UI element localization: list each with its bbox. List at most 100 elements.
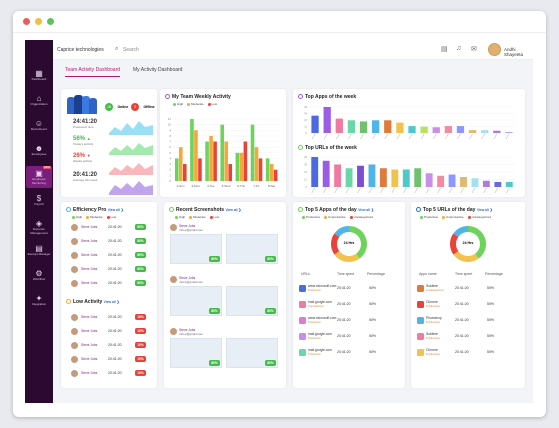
- table-row[interactable]: mail.google.com Unproductive 20:41:20 50%: [299, 300, 399, 312]
- sidebar-item-payroll[interactable]: $ Payroll: [26, 191, 52, 213]
- x-tick-label: [391, 187, 396, 194]
- screenshot-thumbnail[interactable]: 80%: [226, 338, 278, 368]
- calendar-icon[interactable]: ▤: [441, 46, 448, 53]
- bar: [456, 126, 465, 133]
- screenshot-thumbnail[interactable]: 80%: [170, 286, 222, 316]
- x-tick-label: [311, 187, 315, 194]
- table-row[interactable]: Chrome Productivity 20:41:20 50%: [417, 348, 517, 360]
- sidebar-item-dashboard[interactable]: ▦ Dashboard: [26, 66, 52, 88]
- screenshot-thumbnail[interactable]: 80%: [170, 234, 222, 264]
- time-value: 20:41:20: [108, 371, 122, 375]
- x-tick-label: [469, 133, 473, 140]
- bar-low: [243, 141, 248, 181]
- weekly-title: My Team Weekly Activity: [172, 94, 231, 100]
- tab-team-activity[interactable]: Team Activity Dashboard: [65, 67, 121, 77]
- donut-slice: [334, 250, 360, 262]
- bar-low: [213, 141, 217, 181]
- avatar[interactable]: [488, 43, 501, 56]
- table-row[interactable]: Sublime Uncategorized 20:41:20 50%: [417, 284, 517, 296]
- table-row[interactable]: www.microsoft.com Productive 20:41:20 50%: [299, 316, 399, 328]
- arrow-up-icon: ▲: [86, 136, 91, 141]
- bar-low: [273, 169, 278, 181]
- x-tick-label: [368, 187, 373, 194]
- sidebar-item-organization[interactable]: ⌂ Organization: [26, 91, 52, 113]
- bar: [345, 168, 353, 187]
- item-tag: Unproductive: [308, 304, 324, 308]
- percent-badge: 80%: [135, 252, 146, 258]
- weekly-legend: High Moderate Low: [170, 102, 217, 106]
- percent-value: 50%: [487, 350, 495, 354]
- table-row[interactable]: Sublime Productivity 20:41:20 50%: [417, 332, 517, 344]
- bar: [372, 120, 380, 133]
- x-tick-label: [448, 187, 453, 194]
- table-row[interactable]: mail.google.com Productive 20:41:20 50%: [299, 332, 399, 344]
- table-row[interactable]: mail.google.com Productive 20:41:20 50%: [299, 348, 399, 360]
- user-name[interactable]: Andhi Shayeeta: [504, 47, 524, 57]
- percent-value: 50%: [487, 334, 495, 338]
- bell-icon[interactable]: ♫: [456, 45, 462, 52]
- x-tick-label: 2-Sun: [177, 184, 185, 188]
- x-tick-label: [336, 133, 340, 140]
- person-name: Steve Jobs: [81, 357, 98, 361]
- efficiency-legend: High Moderate Low: [69, 215, 116, 219]
- time-value: 20:41:20: [108, 357, 122, 361]
- minimize-window-dot[interactable]: [35, 18, 42, 25]
- bar: [444, 126, 452, 133]
- screenshots-view-all-link[interactable]: View all ❯: [225, 208, 242, 212]
- table-row[interactable]: Photoshop Productivity 20:41:20 50%: [417, 316, 517, 328]
- apps-day-view-all-link[interactable]: View all ❯: [358, 208, 374, 212]
- sidebar-item-recruitment[interactable]: ☺ Recruitment: [26, 116, 52, 138]
- app-icon: [417, 301, 424, 308]
- chat-icon[interactable]: ✉: [471, 46, 477, 53]
- avatar: [170, 328, 177, 335]
- donut-slice: [331, 233, 340, 255]
- y-tick-label: 2: [169, 168, 171, 172]
- column-header: Percentage: [367, 272, 385, 276]
- app-icon: [417, 333, 424, 340]
- screenshot-thumbnail[interactable]: 80%: [226, 234, 278, 264]
- table-row[interactable]: Steve Jobs 20:41:20 10%: [71, 328, 151, 337]
- y-tick-label: 34: [304, 112, 307, 116]
- table-row[interactable]: Steve Jobs 20:41:20 80%: [71, 266, 151, 275]
- urls-day-view-all-link[interactable]: View all ❯: [476, 208, 493, 212]
- sidebar-item-expense-management[interactable]: ◈ Expense Management: [26, 216, 52, 238]
- close-window-dot[interactable]: [23, 18, 30, 25]
- low-activity-view-all-link[interactable]: View all ❯: [103, 300, 120, 304]
- screenshot-thumbnail[interactable]: 80%: [226, 286, 278, 316]
- table-row[interactable]: Chrome Productivity 20:41:20 50%: [417, 300, 517, 312]
- column-header: Percentage: [485, 272, 503, 276]
- table-row[interactable]: Steve Jobs 20:41:20 80%: [71, 252, 151, 261]
- percent-badge: 80%: [135, 224, 146, 230]
- y-tick-label: 0: [306, 131, 308, 135]
- efficiency-view-all-link[interactable]: View all ❯: [107, 208, 124, 212]
- search-input[interactable]: Search: [123, 47, 139, 53]
- x-tick-label: [384, 133, 388, 140]
- sidebar-item-workflow[interactable]: ⚙ Workflow: [26, 266, 52, 288]
- sidebar-item-exempt-manager[interactable]: ▤ Exempt Manager: [26, 241, 52, 263]
- bar: [357, 165, 364, 187]
- table-row[interactable]: Steve Jobs 20:41:20 10%: [71, 342, 151, 351]
- table-row[interactable]: www.microsoft.com Productive 20:41:20 50%: [299, 284, 399, 296]
- screenshot-thumbnail[interactable]: 80%: [170, 338, 222, 368]
- search-icon[interactable]: ⌕: [115, 46, 119, 52]
- time-value: 20:41:20: [108, 267, 122, 271]
- table-row[interactable]: Steve Jobs 20:41:20 80%: [71, 224, 151, 233]
- tab-my-activity[interactable]: My Activity Dashboard: [133, 67, 183, 73]
- sidebar-item-employee-monitoring[interactable]: ▣ Employee Monitoring NEW: [26, 166, 52, 188]
- percent-value: 50%: [487, 302, 495, 306]
- bar: [379, 168, 387, 187]
- maximize-window-dot[interactable]: [47, 18, 54, 25]
- sidebar-item-integration[interactable]: ✦ Integration: [26, 291, 52, 313]
- sidebar-item-employees[interactable]: ☻ Employees: [26, 141, 52, 163]
- table-row[interactable]: Steve Jobs 20:41:20 80%: [71, 238, 151, 247]
- avatar: [71, 328, 78, 335]
- item-tag: Productivity: [426, 352, 440, 356]
- stat-today: 56% ▲ Today's activity: [73, 136, 94, 146]
- sidebar: ▦ Dashboard ⌂ Organization ☺ Recruitment ☻ Empl…: [25, 40, 53, 403]
- table-row[interactable]: Steve Jobs 20:41:20 10%: [71, 314, 151, 323]
- table-row[interactable]: Steve Jobs 20:41:20 80%: [71, 280, 151, 289]
- table-row[interactable]: Steve Jobs 20:41:20 10%: [71, 356, 151, 365]
- column-header: Time spent: [455, 272, 473, 276]
- table-row[interactable]: Steve Jobs 20:41:20 10%: [71, 370, 151, 379]
- low-activity-dot-icon: [66, 299, 71, 304]
